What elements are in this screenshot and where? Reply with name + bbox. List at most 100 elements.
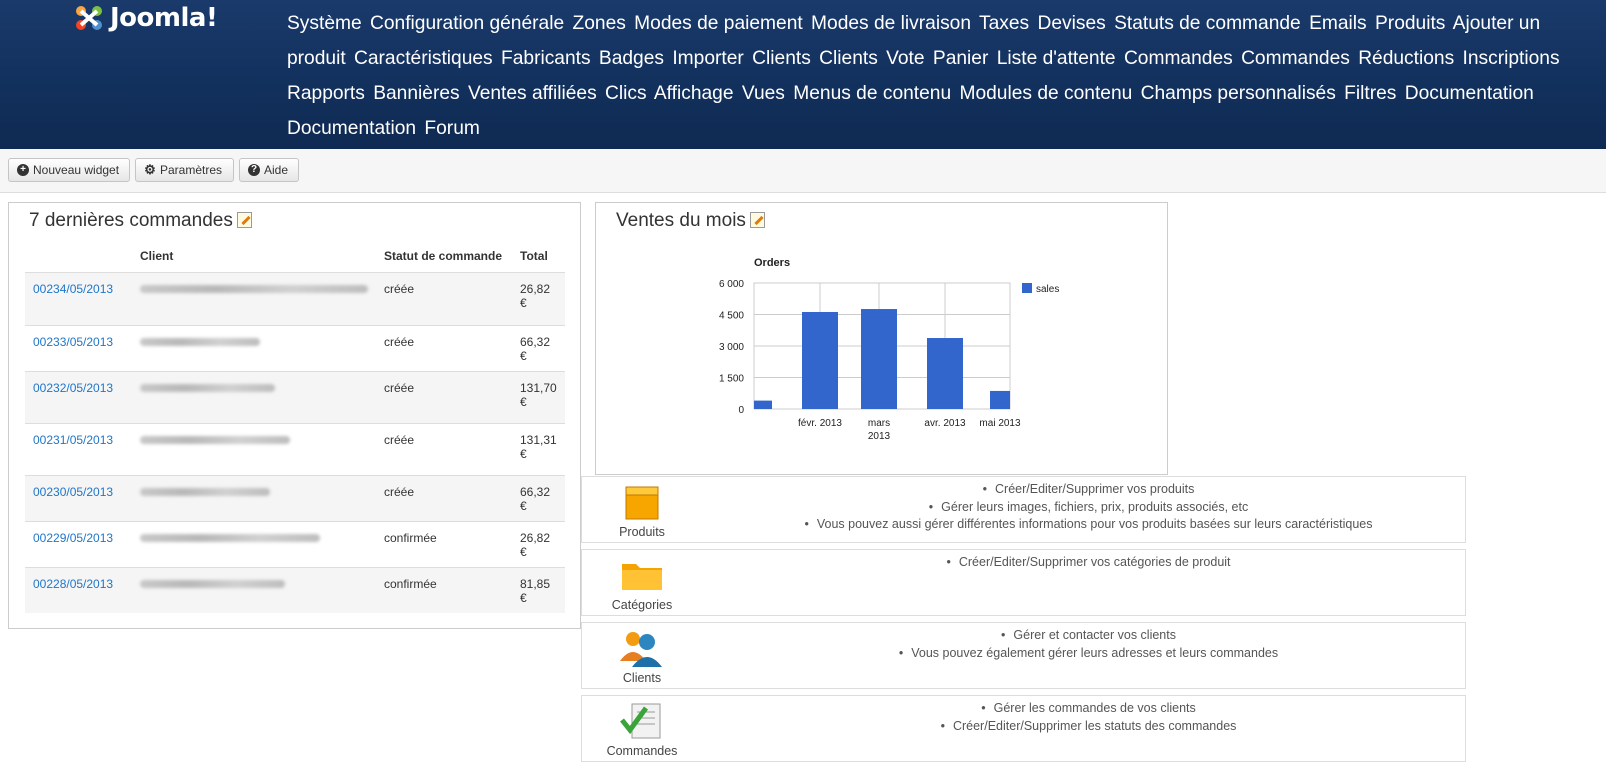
logo-text: Joomla!	[110, 3, 218, 33]
quick-link-clients[interactable]: Clients Gérer et contacter vos clientsVou…	[581, 622, 1466, 689]
users-icon[interactable]	[618, 627, 666, 669]
menu-item[interactable]: Bannières	[373, 83, 460, 104]
menu-item[interactable]: Clients	[819, 48, 878, 69]
quick-link-label[interactable]: Catégories	[611, 598, 673, 612]
order-link[interactable]: 00233/05/2013	[33, 335, 114, 349]
quick-link-description-line: Créer/Editer/Supprimer vos catégories de…	[712, 554, 1465, 572]
menu-item[interactable]: Importer	[672, 48, 744, 69]
menu-item[interactable]: Documentation	[287, 118, 417, 139]
settings-button[interactable]: ⚙ Paramètres	[135, 158, 234, 182]
new-widget-button[interactable]: + Nouveau widget	[8, 158, 130, 182]
menu-item[interactable]: Système	[287, 13, 362, 34]
menu-item[interactable]: Vues	[741, 83, 785, 104]
order-link[interactable]: 00234/05/2013	[33, 282, 114, 296]
bar	[802, 311, 838, 409]
menu-item[interactable]: Produits	[1375, 13, 1446, 34]
menu-item[interactable]: Commandes	[1241, 48, 1350, 69]
edit-icon[interactable]	[749, 212, 765, 228]
client-cell	[132, 521, 376, 568]
order-link[interactable]: 00230/05/2013	[33, 485, 114, 499]
menu-item[interactable]: Affichage	[653, 83, 734, 104]
menu-item[interactable]: Configuration générale	[370, 13, 565, 34]
order-number-cell: 00228/05/2013	[25, 567, 132, 613]
table-row[interactable]: 00230/05/2013 créée 66,32 €	[25, 475, 565, 522]
quick-link-description-line: Gérer et contacter vos clients	[712, 627, 1465, 645]
menu-item[interactable]: Liste d'attente	[996, 48, 1116, 69]
x-tick-label: mai 2013	[979, 418, 1021, 429]
quick-link-label[interactable]: Commandes	[606, 744, 678, 758]
table-row[interactable]: 00228/05/2013 confirmée 81,85 €	[25, 567, 565, 613]
folder-icon[interactable]	[618, 554, 666, 596]
menu-item[interactable]: Rapports	[287, 83, 365, 104]
order-link[interactable]: 00228/05/2013	[33, 577, 114, 591]
joomla-logo-icon	[76, 6, 102, 30]
table-row[interactable]: 00232/05/2013 créée 131,70 €	[25, 371, 565, 424]
help-icon: ?	[248, 164, 260, 176]
menu-item[interactable]: Vote	[886, 48, 925, 69]
menu-item[interactable]: Zones	[572, 13, 626, 34]
monthly-sales-widget: Ventes du mois Orders 0 1 500 3 000 4 500 6 0…	[595, 202, 1168, 475]
table-row[interactable]: 00231/05/2013 créée 131,31 €	[25, 423, 565, 476]
menu-item[interactable]: Inscriptions	[1462, 48, 1560, 69]
status-cell: créée	[376, 475, 512, 522]
status-cell: créée	[376, 371, 512, 424]
menu-item[interactable]: Menus de contenu	[793, 83, 952, 104]
menu-item[interactable]: Documentation	[1404, 83, 1534, 104]
help-label: Aide	[264, 163, 289, 177]
order-link[interactable]: 00229/05/2013	[33, 531, 114, 545]
menu-item[interactable]: Modes de paiement	[634, 13, 803, 34]
client-email-redacted	[140, 436, 290, 444]
menu-item[interactable]: Emails	[1309, 13, 1367, 34]
menu-item[interactable]: Taxes	[979, 13, 1030, 34]
box-icon[interactable]	[618, 481, 666, 523]
help-button[interactable]: ? Aide	[239, 158, 299, 182]
edit-icon[interactable]	[236, 212, 252, 228]
quick-link-produits[interactable]: Produits Créer/Editer/Supprimer vos produ…	[581, 476, 1466, 543]
menu-item[interactable]: Clients	[752, 48, 811, 69]
quick-link-catégories[interactable]: Catégories Créer/Editer/Supprimer vos cat…	[581, 549, 1466, 616]
menu-item[interactable]: Modules de contenu	[959, 83, 1133, 104]
orders-icon[interactable]	[618, 700, 666, 742]
quick-link-description-line: Vous pouvez également gérer leurs adress…	[712, 645, 1465, 663]
table-row[interactable]: 00233/05/2013 créée 66,32 €	[25, 325, 565, 372]
menu-item[interactable]: Ajouter un produit	[287, 13, 1541, 69]
menu-item[interactable]: Panier	[932, 48, 989, 69]
menu-item[interactable]: Caractéristiques	[354, 48, 493, 69]
menu-item[interactable]: Fabricants	[501, 48, 591, 69]
status-cell: confirmée	[376, 521, 512, 568]
quick-link-description: Gérer les commandes de vos clientsCréer/…	[712, 700, 1465, 735]
order-number-cell: 00230/05/2013	[25, 475, 132, 522]
menu-item[interactable]: Badges	[598, 48, 664, 69]
order-number-cell: 00231/05/2013	[25, 423, 132, 476]
quick-link-commandes[interactable]: Commandes Gérer les commandes de vos clie…	[581, 695, 1466, 762]
joomla-logo[interactable]: Joomla!	[72, 2, 218, 34]
y-tick-label: 4 500	[719, 311, 744, 322]
menu-item[interactable]: Réductions	[1358, 48, 1455, 69]
menu-item[interactable]: Statuts de commande	[1114, 13, 1301, 34]
menu-item[interactable]: Modes de livraison	[811, 13, 972, 34]
client-email-redacted	[140, 285, 368, 293]
quick-link-description-line: Gérer leurs images, fichiers, prix, prod…	[712, 499, 1465, 517]
menu-item[interactable]: Forum	[424, 118, 480, 139]
bar	[927, 338, 963, 409]
bar	[754, 400, 772, 409]
menu-item[interactable]: Ventes affiliées	[467, 83, 597, 104]
order-link[interactable]: 00231/05/2013	[33, 433, 114, 447]
client-cell	[132, 325, 376, 372]
quick-link-description: Créer/Editer/Supprimer vos catégories de…	[712, 554, 1465, 572]
plus-circle-icon: +	[17, 164, 29, 176]
order-number-cell: 00229/05/2013	[25, 521, 132, 568]
quick-link-description-line: Vous pouvez aussi gérer différentes info…	[712, 516, 1465, 534]
menu-item[interactable]: Commandes	[1123, 48, 1233, 69]
monthly-sales-title-text: Ventes du mois	[616, 210, 746, 231]
client-email-redacted	[140, 488, 270, 496]
quick-link-label[interactable]: Clients	[622, 671, 662, 685]
menu-item[interactable]: Clics	[605, 83, 647, 104]
menu-item[interactable]: Devises	[1037, 13, 1106, 34]
quick-link-label[interactable]: Produits	[619, 525, 665, 539]
table-row[interactable]: 00234/05/2013 créée 26,82 €	[25, 272, 565, 326]
menu-item[interactable]: Filtres	[1344, 83, 1397, 104]
order-link[interactable]: 00232/05/2013	[33, 381, 114, 395]
table-row[interactable]: 00229/05/2013 confirmée 26,82 €	[25, 521, 565, 568]
menu-item[interactable]: Champs personnalisés	[1140, 83, 1336, 104]
